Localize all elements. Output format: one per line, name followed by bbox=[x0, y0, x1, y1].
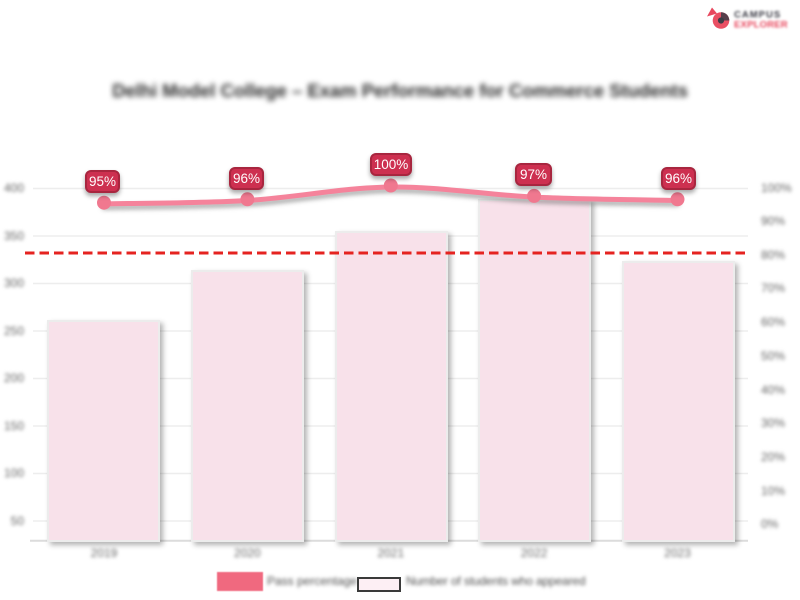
svg-text:CAMPUS: CAMPUS bbox=[734, 10, 781, 21]
svg-text:EXPLORER: EXPLORER bbox=[734, 20, 788, 31]
